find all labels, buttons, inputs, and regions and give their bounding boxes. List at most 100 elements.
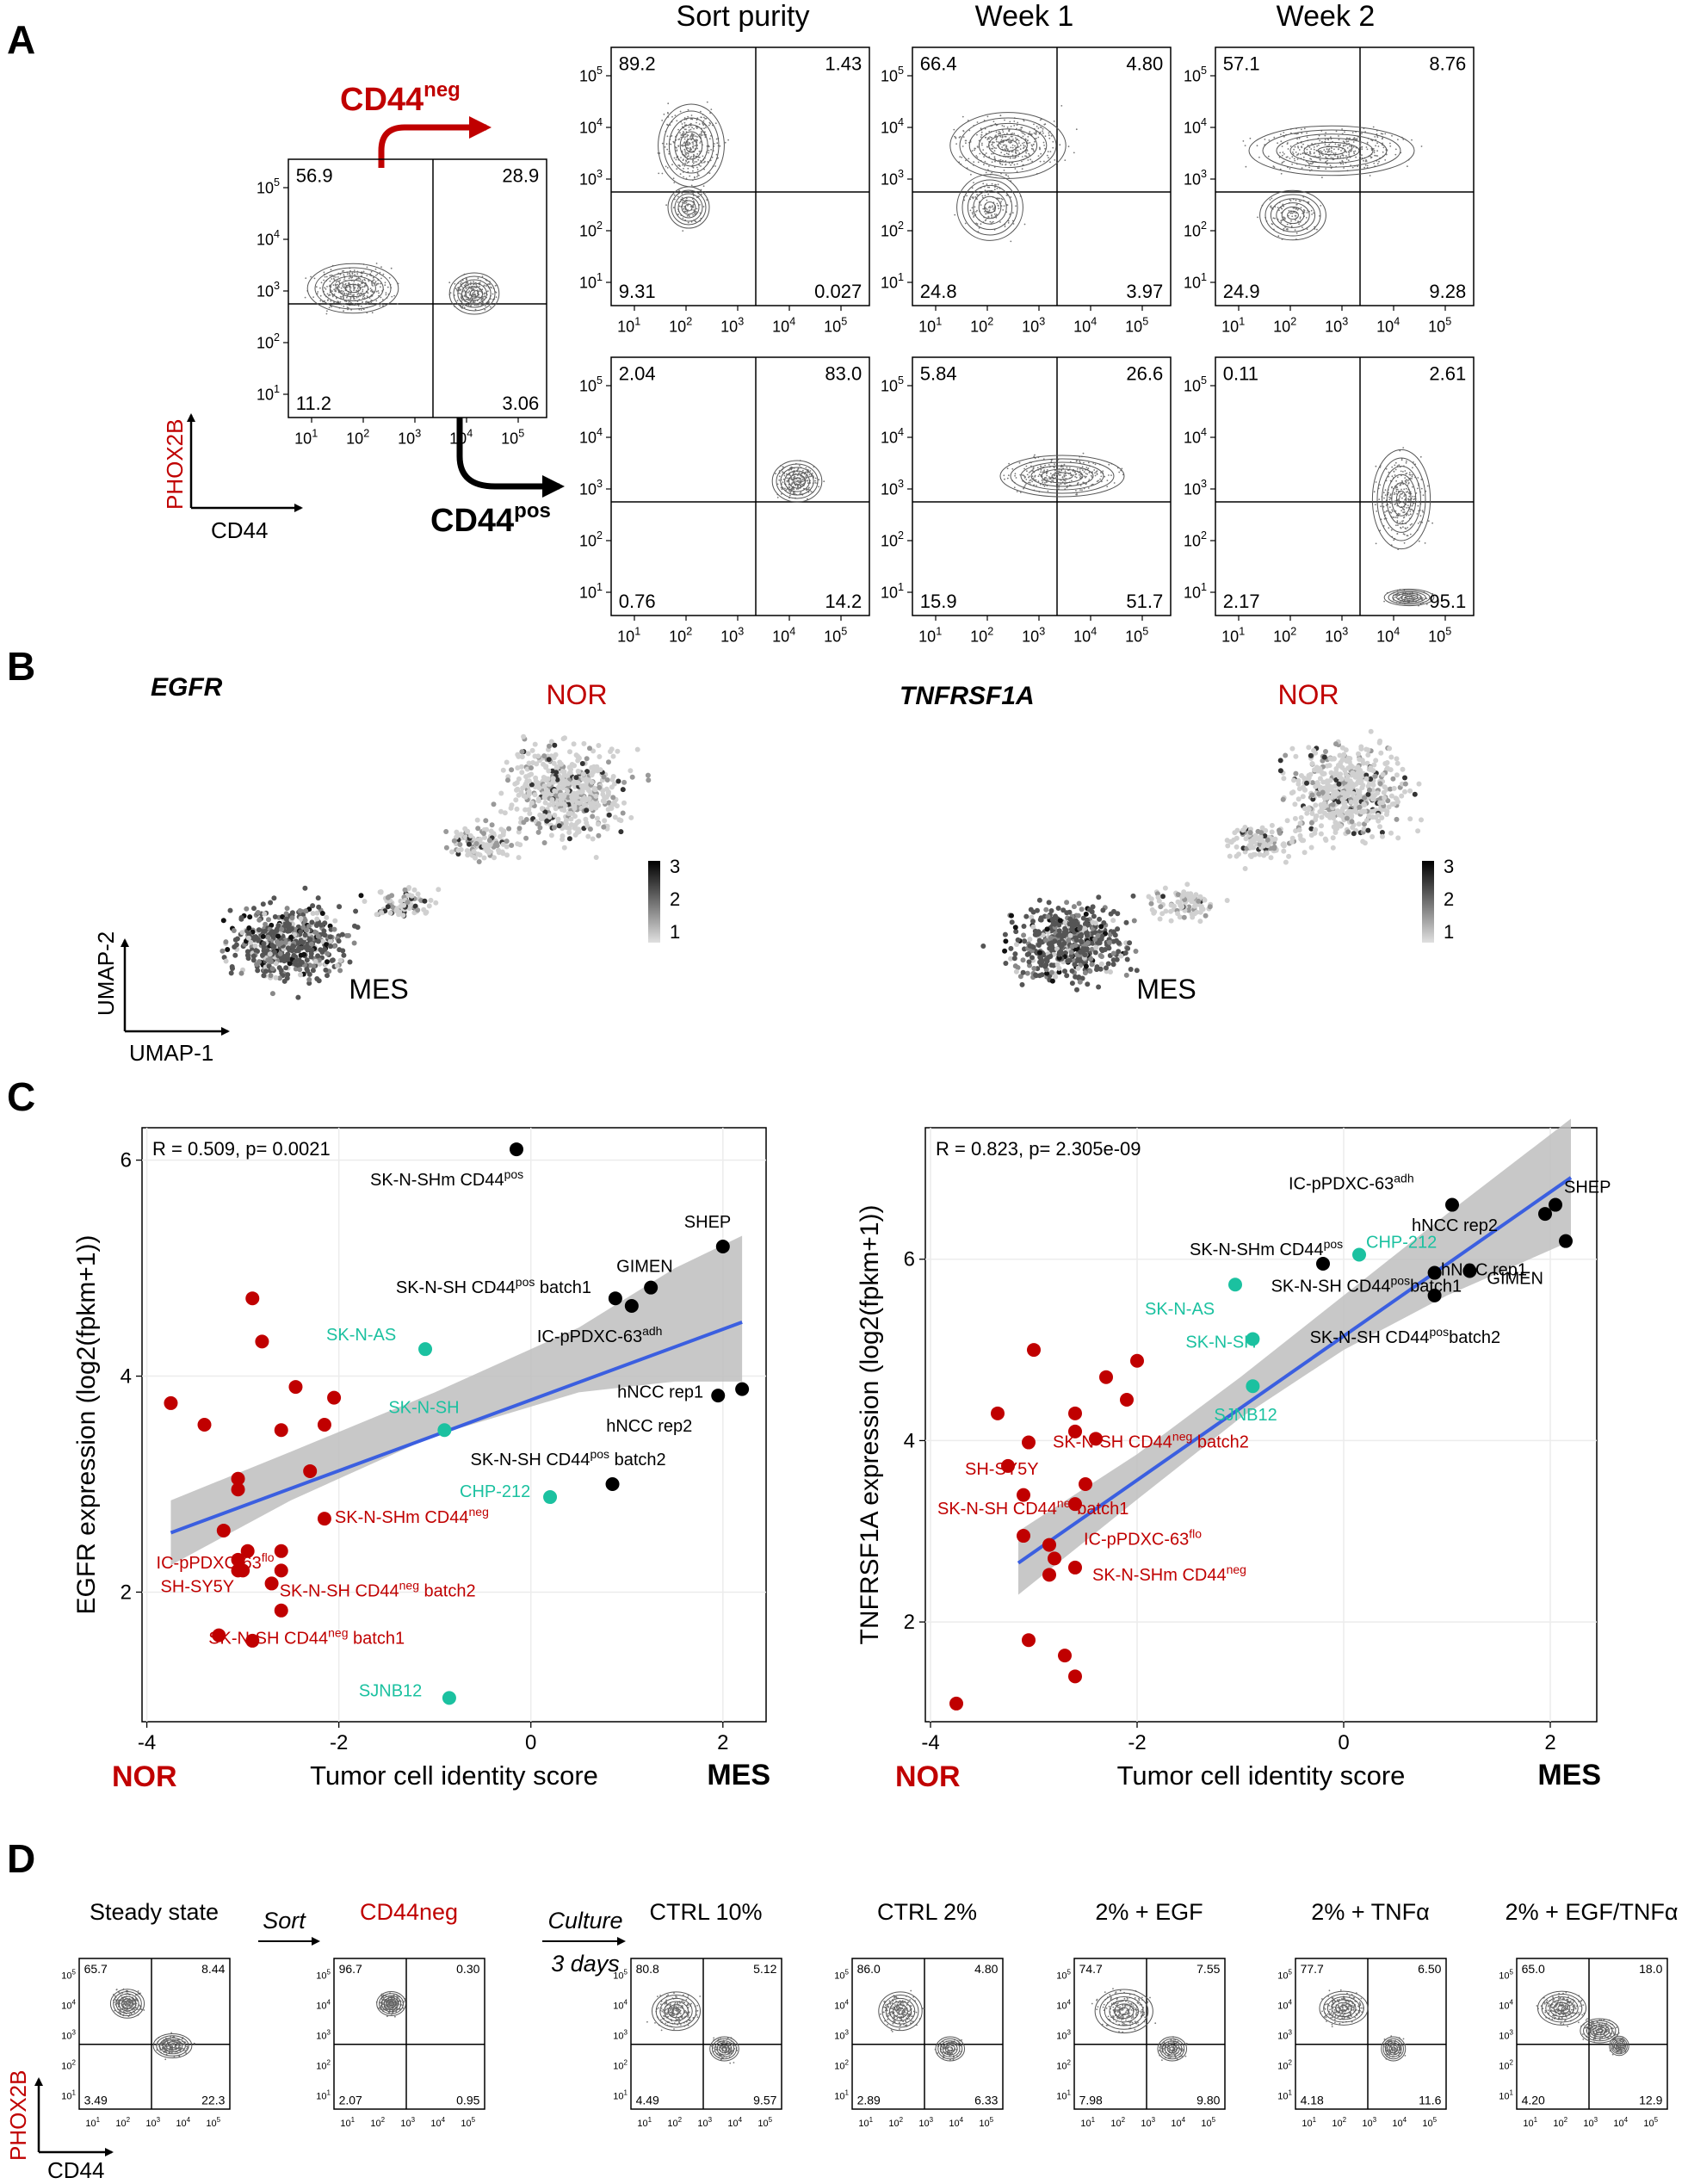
cell-dot — [303, 927, 309, 933]
event-dot — [1375, 145, 1376, 147]
cell-dot — [423, 910, 429, 916]
event-dot — [953, 128, 955, 131]
event-dot — [1042, 127, 1044, 130]
event-dot — [348, 292, 349, 294]
event-dot — [1388, 527, 1390, 529]
event-dot — [352, 296, 355, 299]
event-dot — [658, 172, 660, 175]
event-dot — [702, 206, 705, 207]
x-tick-label: 104 — [1073, 316, 1097, 336]
cell-dot — [304, 957, 310, 963]
event-dot — [354, 274, 356, 275]
cell-dot — [535, 820, 541, 826]
cell-dot — [561, 807, 567, 814]
event-dot — [696, 169, 699, 170]
event-dot — [801, 483, 803, 486]
event-dot — [1327, 150, 1330, 152]
event-dot — [1059, 473, 1060, 476]
event-dot — [1014, 473, 1017, 475]
event-dot — [1419, 455, 1422, 458]
cell-dot — [288, 934, 294, 940]
event-dot — [1291, 163, 1293, 165]
event-dot — [1405, 487, 1407, 490]
event-dot — [331, 290, 333, 292]
cell-dot — [532, 741, 538, 747]
y-tick-label: 101 — [1184, 581, 1207, 601]
y-tick-label: 104 — [579, 116, 603, 136]
event-dot — [1000, 152, 1003, 154]
event-dot — [677, 145, 679, 147]
event-dot — [463, 294, 466, 297]
event-dot — [678, 205, 681, 207]
event-dot — [1344, 145, 1346, 147]
event-dot — [1397, 524, 1399, 526]
event-dot — [1280, 221, 1283, 223]
event-dot — [375, 263, 378, 264]
event-dot — [993, 156, 996, 158]
cell-dot — [1096, 984, 1102, 990]
cell-dot — [553, 806, 559, 812]
event-dot — [1021, 132, 1023, 134]
quadrant-upper-right: 28.9 — [502, 164, 539, 186]
event-dot — [346, 296, 348, 299]
cell-dot — [612, 814, 618, 820]
event-dot — [1411, 475, 1413, 478]
event-dot — [686, 135, 688, 138]
y-tick-label: 103 — [881, 168, 904, 188]
cell-dot — [318, 947, 324, 953]
event-dot — [371, 289, 373, 291]
event-dot — [1099, 478, 1101, 480]
event-dot — [349, 275, 351, 278]
quadrant-lower-right: 51.7 — [1126, 591, 1163, 612]
cell-dot — [1074, 987, 1079, 993]
event-dot — [992, 121, 995, 123]
cell-dot — [549, 796, 555, 802]
cell-dot — [512, 781, 518, 787]
cell-dot — [476, 859, 482, 864]
event-dot — [690, 156, 692, 158]
event-dot — [794, 492, 796, 495]
event-dot — [1046, 469, 1048, 471]
event-dot — [1351, 146, 1353, 148]
event-dot — [1365, 146, 1368, 148]
cell-dot — [299, 959, 305, 965]
event-dot — [371, 312, 374, 314]
event-dot — [356, 278, 358, 280]
cell-dot — [1064, 910, 1070, 916]
event-dot — [482, 301, 484, 304]
event-dot — [463, 289, 466, 291]
event-dot — [343, 274, 345, 276]
event-dot — [333, 275, 335, 278]
cell-dot — [307, 937, 313, 943]
event-dot — [1398, 464, 1400, 467]
event-dot — [1394, 464, 1396, 467]
event-dot — [1004, 226, 1006, 228]
event-dot — [326, 310, 328, 312]
cell-dot — [273, 961, 279, 967]
event-dot — [473, 297, 476, 300]
event-dot — [689, 122, 692, 125]
cell-dot — [621, 779, 628, 785]
event-dot — [380, 303, 382, 306]
cell-dot — [586, 795, 592, 801]
cell-dot — [269, 929, 275, 935]
event-dot — [460, 283, 461, 285]
cell-dot — [315, 921, 321, 927]
event-dot — [317, 291, 319, 293]
cell-dot — [578, 789, 584, 795]
cell-dot — [562, 735, 567, 741]
event-dot — [1396, 533, 1399, 535]
cell-dot — [233, 942, 239, 948]
event-dot — [363, 297, 366, 299]
event-dot — [971, 187, 974, 189]
event-dot — [479, 285, 480, 288]
event-dot — [1370, 156, 1373, 158]
x-tick-label: 105 — [1428, 626, 1451, 646]
event-dot — [1010, 240, 1012, 243]
event-dot — [349, 274, 351, 276]
event-dot — [1399, 513, 1400, 515]
event-dot — [360, 309, 362, 311]
event-dot — [379, 305, 381, 307]
event-dot — [1004, 148, 1006, 151]
umap2-label: UMAP-2 — [93, 931, 119, 1016]
